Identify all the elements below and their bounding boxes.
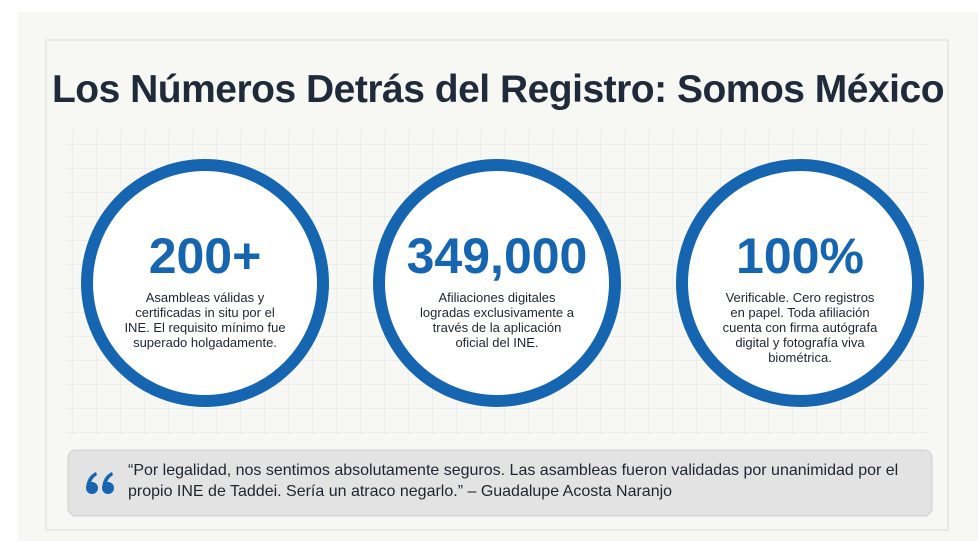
frame bbox=[45, 39, 949, 531]
stat-ring bbox=[676, 159, 924, 407]
quote-text: “Por legalidad, nos sentimos absolutamen… bbox=[128, 462, 899, 500]
quote-icon bbox=[86, 472, 114, 494]
stat-value: 100% bbox=[736, 228, 864, 284]
title: Los Números Detrás del Registro: Somos M… bbox=[51, 68, 945, 111]
stat-ring bbox=[81, 159, 329, 407]
stat: 200+ Asambleas válidas y certificadas in… bbox=[105, 228, 305, 350]
stat: 349,000 Afiliaciones digitales logradas … bbox=[397, 228, 597, 350]
stat-ring bbox=[373, 159, 621, 407]
quote-box bbox=[67, 449, 933, 517]
stat-description: Afiliaciones digitales logradas exclusiv… bbox=[420, 290, 574, 350]
stat-value: 349,000 bbox=[406, 228, 588, 284]
stat: 100% Verificable. Cero registros en pape… bbox=[700, 228, 900, 365]
stat-value: 200+ bbox=[148, 228, 262, 284]
stat-description: Asambleas válidas y certificadas in situ… bbox=[124, 290, 286, 350]
stat-description: Verificable. Cero registros en papel. To… bbox=[722, 290, 878, 365]
